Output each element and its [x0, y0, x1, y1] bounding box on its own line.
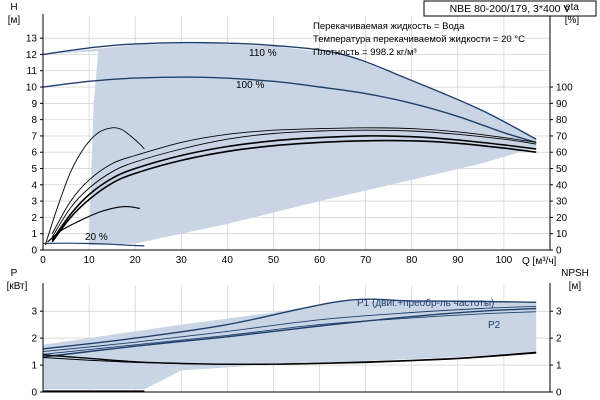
- y-right-tick-label: 70: [556, 131, 568, 142]
- series-top-2: [42, 242, 145, 247]
- operating-area-bottom: [43, 300, 537, 390]
- note-density: Плотность = 998.2 кг/м³: [313, 47, 417, 58]
- x-axis-title: Q [м³/ч]: [522, 256, 557, 267]
- npsh-tick-label: 2: [556, 334, 562, 345]
- y-left-tick-label: 5: [31, 164, 37, 175]
- tick-labels: 0 10 20 30 40 50 60 70 80 90 100012345678910111213…: [26, 34, 573, 399]
- top-right-axis-title: eta: [565, 2, 579, 13]
- series-bottom-0: [42, 298, 537, 350]
- x-tick-label: 50: [268, 255, 280, 266]
- y-left-tick-label: 10: [26, 83, 38, 94]
- bottom-left-axis-unit: [кВт]: [7, 281, 28, 292]
- y-right-tick-label: 0: [556, 246, 562, 257]
- series-bottom-3: [42, 311, 537, 355]
- y-left-tick-label: 7: [31, 131, 37, 142]
- y-left-tick-label: 12: [26, 50, 38, 61]
- label-p2: P2: [488, 320, 501, 331]
- label-110: 110 %: [249, 48, 277, 59]
- series-bottom-5: [42, 351, 537, 365]
- series-top-3: [51, 127, 537, 234]
- x-tick-label: 10: [84, 255, 96, 266]
- x-tick-label: 20: [130, 255, 142, 266]
- series-top-5: [51, 135, 537, 241]
- label-20: 20 %: [85, 232, 108, 243]
- y-right-tick-label: 20: [556, 213, 568, 224]
- x-tick-label: 90: [452, 255, 464, 266]
- bottom-right-axis-unit: [м]: [569, 281, 582, 292]
- note-liquid: Перекачиваемая жидкость = Вода: [313, 21, 465, 32]
- series-top-7: [47, 205, 140, 243]
- top-left-axis-title: H: [10, 2, 17, 13]
- x-tick-label: 0: [40, 255, 46, 266]
- y-left-tick-label: 8: [31, 115, 37, 126]
- chart-title: NBE 80-200/179, 3*400 V: [450, 3, 571, 15]
- x-tick-label: 80: [406, 255, 418, 266]
- npsh-tick-label: 0: [556, 388, 562, 399]
- series-top-4: [51, 129, 537, 238]
- p-tick-label: 3: [31, 307, 37, 318]
- series-top: [42, 41, 537, 247]
- npsh-tick-label: 3: [556, 307, 562, 318]
- series-top-6: [51, 139, 537, 243]
- operating-area-bottom-shape: [43, 300, 537, 390]
- x-tick-label: 40: [222, 255, 234, 266]
- x-tick-label: 30: [176, 255, 188, 266]
- y-left-tick-label: 2: [31, 213, 37, 224]
- y-left-tick-label: 9: [31, 99, 37, 110]
- note-temperature: Температура перекачиваемой жидкости = 20…: [313, 34, 525, 45]
- y-left-tick-label: 13: [26, 34, 38, 45]
- y-left-tick-label: 3: [31, 197, 37, 208]
- y-right-tick-label: 60: [556, 148, 568, 159]
- y-right-tick-label: 100: [556, 83, 573, 94]
- y-right-tick-label: 90: [556, 99, 568, 110]
- y-left-tick-label: 6: [31, 148, 37, 159]
- p-tick-label: 1: [31, 361, 37, 372]
- top-left-axis-unit: [м]: [8, 15, 21, 26]
- y-right-tick-label: 40: [556, 180, 568, 191]
- y-left-tick-label: 11: [27, 66, 38, 77]
- top-right-axis-unit: [%]: [565, 15, 580, 26]
- y-right-tick-label: 80: [556, 115, 568, 126]
- axes: [40, 14, 553, 393]
- p-tick-label: 2: [31, 334, 37, 345]
- y-right-tick-label: 10: [556, 229, 568, 240]
- series-bottom: [42, 298, 537, 393]
- series-top-1: [42, 76, 537, 144]
- y-right-tick-label: 30: [556, 197, 568, 208]
- p-tick-label: 0: [31, 388, 37, 399]
- bottom-right-axis-title: NPSH: [561, 268, 589, 279]
- series-top-0: [42, 41, 537, 140]
- title-box: [423, 0, 597, 17]
- y-left-tick-label: 1: [31, 229, 37, 240]
- x-tick-label: 100: [496, 255, 513, 266]
- y-left-tick-label: 4: [31, 180, 37, 191]
- npsh-tick-label: 1: [556, 361, 562, 372]
- series-bottom-2: [42, 305, 537, 353]
- series-top-8: [44, 127, 145, 246]
- label-100: 100 %: [236, 80, 264, 91]
- y-left-tick-label: 0: [31, 246, 37, 257]
- series-bottom-1: [42, 307, 537, 358]
- y-right-tick-label: 50: [556, 164, 568, 175]
- x-tick-label: 60: [314, 255, 326, 266]
- bottom-left-axis-title: P: [11, 268, 18, 279]
- x-tick-label: 70: [360, 255, 372, 266]
- label-p1: P1 (двиг.+преобр-ль частоты): [357, 297, 494, 309]
